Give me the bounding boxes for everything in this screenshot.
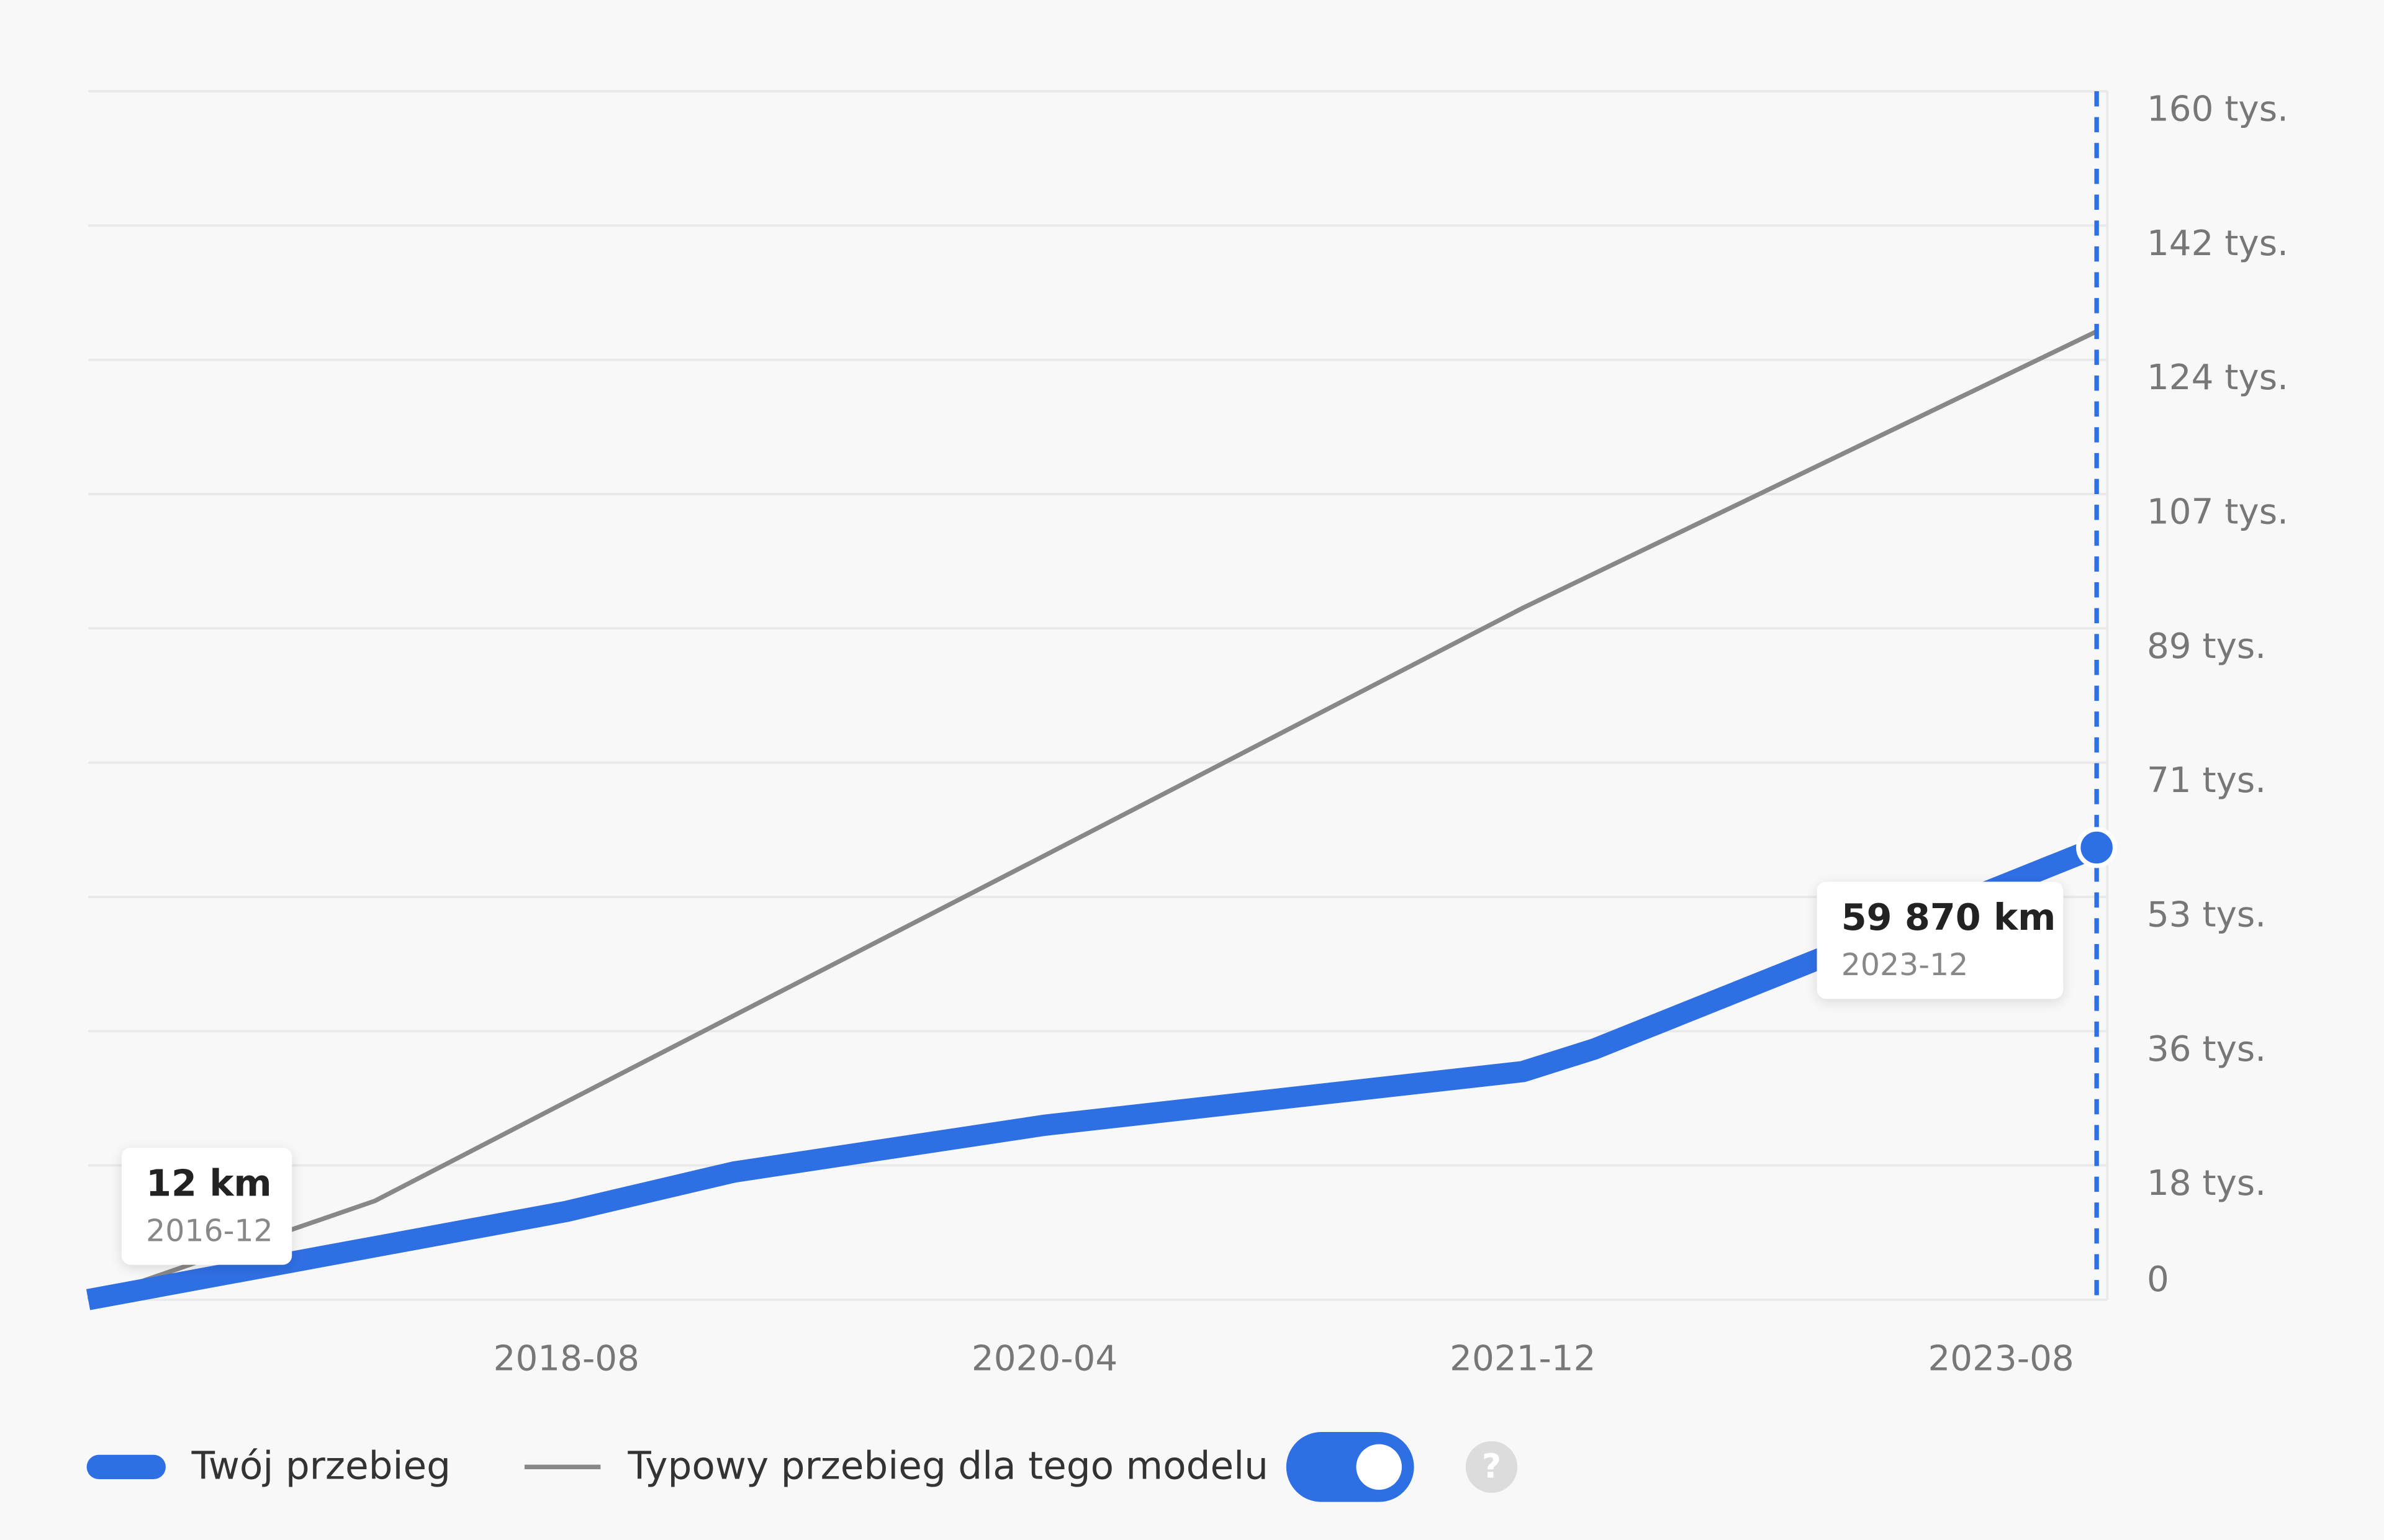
help-button[interactable]: ? — [1465, 1441, 1518, 1493]
legend-label: Typowy przebieg dla tego modelu — [627, 1444, 1268, 1488]
y-tick-label: 89 tys. — [2147, 626, 2266, 667]
help-circle[interactable] — [1465, 1441, 1518, 1493]
help-icon[interactable]: ? — [1482, 1446, 1501, 1485]
y-tick-label: 124 tys. — [2147, 358, 2288, 398]
tooltip-value: 12 km — [146, 1161, 272, 1204]
toggle[interactable] — [1286, 1432, 1414, 1502]
toggle-knob[interactable] — [1356, 1444, 1402, 1490]
y-tick-label: 18 tys. — [2147, 1163, 2266, 1204]
x-tick-label: 2021-12 — [1450, 1339, 1596, 1379]
tooltip — [121, 1148, 292, 1265]
x-tick-label: 2020-04 — [972, 1339, 1118, 1379]
tooltip-date: 2016-12 — [146, 1214, 273, 1249]
legend-label: Twój przebieg — [191, 1444, 451, 1488]
y-tick-label: 160 tys. — [2147, 89, 2288, 129]
point-marker — [2076, 827, 2118, 868]
series-line — [87, 329, 2098, 1302]
tooltip — [1817, 881, 2064, 999]
overlay: 12 km 2016-12 59 870 km 2023-12 — [121, 91, 2118, 1300]
y-tick-label: 36 tys. — [2147, 1029, 2266, 1069]
y-tick-label: 71 tys. — [2147, 760, 2266, 801]
y-tick-label: 142 tys. — [2147, 223, 2288, 264]
x-tick-label: 2018-08 — [494, 1339, 639, 1379]
legend: Twój przebieg Typowy przebieg dla tego mo… — [86, 1432, 1518, 1502]
y-tick-label: 0 — [2147, 1259, 2169, 1300]
lines — [86, 329, 2101, 1310]
x-tick-label: 2023-08 — [1928, 1339, 2074, 1379]
tooltip-date: 2023-12 — [1841, 947, 1969, 983]
grid: 0 18 tys. 36 tys. 53 tys. 71 tys. 89 tys. 107 … — [88, 89, 2288, 1379]
tooltip-value: 59 870 km — [1841, 896, 2056, 939]
series-line — [86, 837, 2101, 1310]
y-tick-label: 107 tys. — [2147, 492, 2288, 532]
y-tick-label: 53 tys. — [2147, 894, 2266, 935]
